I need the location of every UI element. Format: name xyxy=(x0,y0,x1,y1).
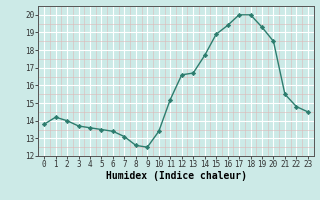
X-axis label: Humidex (Indice chaleur): Humidex (Indice chaleur) xyxy=(106,171,246,181)
